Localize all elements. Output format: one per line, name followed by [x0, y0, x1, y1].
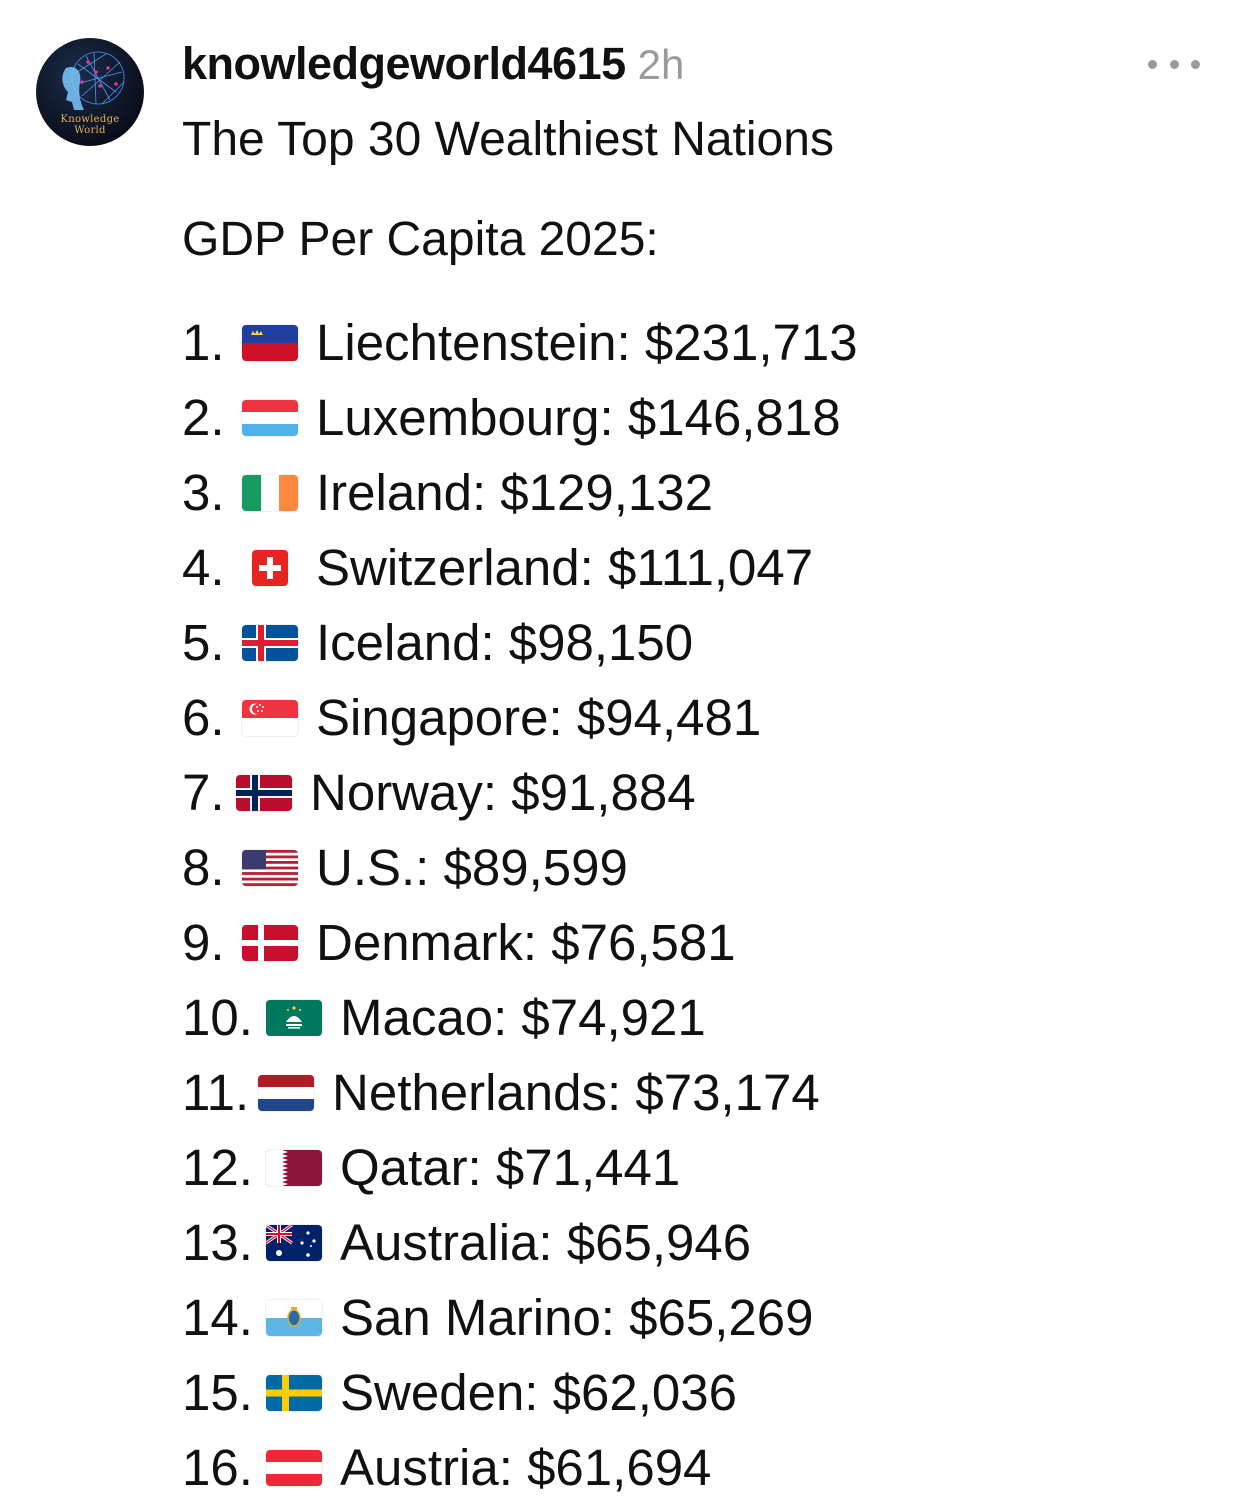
list-item-rank: 1. — [182, 314, 225, 371]
post-subtitle: GDP Per Capita 2025: — [182, 213, 659, 266]
ireland-flag-icon — [242, 474, 298, 511]
list-item-text: Netherlands: $73,174 — [332, 1064, 820, 1121]
netherlands-flag-icon — [258, 1074, 314, 1111]
list-item: 16. Austria: $61,694 — [182, 1430, 858, 1505]
more-options-button[interactable] — [1148, 50, 1200, 78]
list-item-text: Switzerland: $111,047 — [316, 539, 814, 596]
denmark-flag-icon — [242, 924, 298, 961]
list-item: 2. Luxembourg: $146,818 — [182, 380, 858, 455]
us-flag-icon — [242, 849, 298, 886]
list-item: 13. Australia: $65,946 — [182, 1205, 858, 1280]
list-item-rank: 12. — [182, 1139, 253, 1196]
post-title: The Top 30 Wealthiest Nations — [182, 113, 834, 166]
list-item: 5. Iceland: $98,150 — [182, 605, 858, 680]
list-item-rank: 14. — [182, 1289, 253, 1346]
list-item-rank: 16. — [182, 1439, 253, 1496]
list-item-text: Denmark: $76,581 — [316, 914, 736, 971]
list-item: 1. Liechtenstein: $231,713 — [182, 305, 858, 380]
macao-flag-icon — [266, 999, 322, 1036]
list-item-rank: 2. — [182, 389, 225, 446]
list-item: 6. Singapore: $94,481 — [182, 680, 858, 755]
list-item-rank: 9. — [182, 914, 225, 971]
liechtenstein-flag-icon — [242, 324, 298, 361]
singapore-flag-icon — [242, 699, 298, 736]
list-item-text: Australia: $65,946 — [340, 1214, 752, 1271]
list-item-rank: 7. — [182, 764, 225, 821]
qatar-flag-icon — [266, 1149, 322, 1186]
list-item: 8. U.S.: $89,599 — [182, 830, 858, 905]
australia-flag-icon — [266, 1224, 322, 1261]
avatar-brand-line1: Knowledge — [60, 114, 120, 125]
list-item-text: U.S.: $89,599 — [316, 839, 628, 896]
list-item-rank: 10. — [182, 989, 253, 1046]
list-item-rank: 13. — [182, 1214, 253, 1271]
list-item: 12. Qatar: $71,441 — [182, 1130, 858, 1205]
list-item: 3. Ireland: $129,132 — [182, 455, 858, 530]
username-link[interactable]: knowledgeworld4615 — [182, 38, 626, 89]
list-item-rank: 8. — [182, 839, 225, 896]
austria-flag-icon — [266, 1449, 322, 1486]
switzerland-flag-icon — [252, 549, 288, 586]
ranking-list: 1. Liechtenstein: $231,713 2. Luxembourg… — [182, 305, 858, 1505]
list-item-text: Singapore: $94,481 — [316, 689, 762, 746]
list-item-text: Macao: $74,921 — [340, 989, 706, 1046]
list-item-text: Ireland: $129,132 — [316, 464, 713, 521]
list-item-text: Qatar: $71,441 — [340, 1139, 681, 1196]
norway-flag-icon — [236, 774, 292, 811]
list-item-text: Liechtenstein: $231,713 — [316, 314, 858, 371]
avatar[interactable]: Knowledge World — [36, 38, 144, 146]
list-item-rank: 3. — [182, 464, 225, 521]
avatar-brand-line2: World — [74, 125, 106, 136]
list-item: 14. San Marino: $65,269 — [182, 1280, 858, 1355]
luxembourg-flag-icon — [242, 399, 298, 436]
list-item-text: Austria: $61,694 — [340, 1439, 712, 1496]
more-dot-icon — [1169, 59, 1179, 69]
sweden-flag-icon — [266, 1374, 322, 1411]
list-item: 10. Macao: $74,921 — [182, 980, 858, 1055]
more-dot-icon — [1148, 59, 1157, 69]
list-item: 4. Switzerland: $111,047 — [182, 530, 858, 605]
list-item-text: Sweden: $62,036 — [340, 1364, 737, 1421]
more-dot-icon — [1191, 59, 1200, 69]
list-item-rank: 4. — [182, 539, 225, 596]
post-timestamp: 2h — [637, 41, 685, 88]
list-item: 7. Norway: $91,884 — [182, 755, 858, 830]
list-item-rank: 5. — [182, 614, 225, 671]
list-item: 9. Denmark: $76,581 — [182, 905, 858, 980]
list-item-text: San Marino: $65,269 — [340, 1289, 814, 1346]
list-item-text: Luxembourg: $146,818 — [316, 389, 841, 446]
globe-brain-icon — [62, 51, 125, 110]
post-header: knowledgeworld4615 2h — [182, 38, 684, 94]
list-item-rank: 15. — [182, 1364, 253, 1421]
list-item-text: Norway: $91,884 — [310, 764, 696, 821]
iceland-flag-icon — [242, 624, 298, 661]
list-item: 15. Sweden: $62,036 — [182, 1355, 858, 1430]
list-item: 11. Netherlands: $73,174 — [182, 1055, 858, 1130]
list-item-rank: 6. — [182, 689, 225, 746]
list-item-rank: 11. — [182, 1064, 250, 1121]
list-item-text: Iceland: $98,150 — [316, 614, 694, 671]
san-marino-flag-icon — [266, 1299, 322, 1336]
